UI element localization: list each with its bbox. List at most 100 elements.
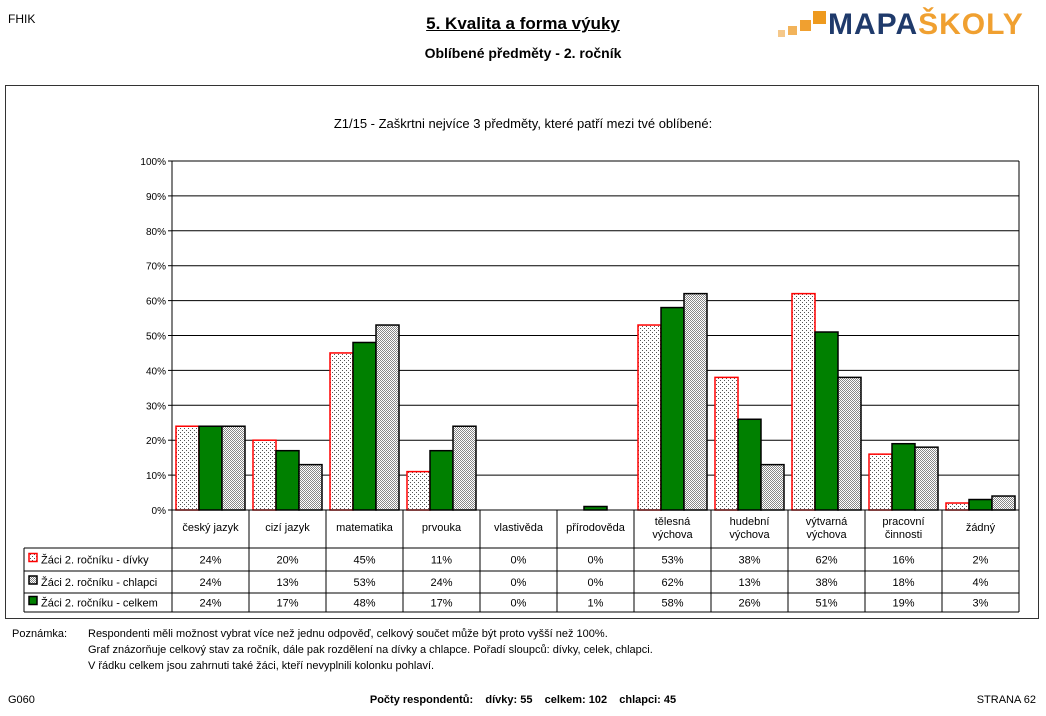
data-label: 0% — [511, 555, 527, 567]
category-label: výchova — [806, 529, 847, 541]
legend-swatch — [28, 575, 38, 585]
category-label: tělesná — [655, 516, 691, 528]
chart-title: Z1/15 - Zaškrtni nejvíce 3 předměty, kte… — [334, 116, 712, 131]
bar — [406, 470, 431, 511]
data-label: 51% — [815, 598, 837, 610]
bar — [429, 449, 454, 511]
data-label: 38% — [815, 577, 837, 589]
bar — [583, 505, 608, 511]
note-line-1: Respondenti měli možnost vybrat více než… — [88, 628, 608, 640]
page-number: STRANA 62 — [976, 694, 1036, 706]
data-label: 19% — [892, 598, 914, 610]
y-tick-label: 10% — [146, 471, 166, 482]
category-label: přírodověda — [566, 522, 626, 534]
bar — [760, 463, 785, 511]
data-label: 4% — [973, 577, 989, 589]
bar — [814, 331, 839, 511]
bar — [452, 425, 477, 511]
data-label: 62% — [661, 577, 683, 589]
data-label: 24% — [199, 577, 221, 589]
category-label: žádný — [966, 522, 996, 534]
note-line-3: V řádku celkem jsou zahrnuti také žáci, … — [88, 660, 435, 672]
y-tick-label: 100% — [140, 157, 166, 168]
data-label: 2% — [973, 555, 989, 567]
data-label: 0% — [588, 555, 604, 567]
bar — [375, 324, 400, 511]
y-axis: 0% 10% 20% 30% 40% 50% 60% 70% 80% 90% 100% — [140, 157, 1020, 517]
legend-entry: Žáci 2. ročníku - celkem — [41, 597, 158, 610]
data-label: 0% — [511, 598, 527, 610]
data-label: 26% — [738, 598, 760, 610]
bar — [914, 446, 939, 511]
data-label: 38% — [738, 555, 760, 567]
data-label: 53% — [661, 555, 683, 567]
bar — [252, 439, 277, 511]
bar — [352, 341, 377, 511]
note-label: Poznámka: — [12, 628, 68, 640]
data-label: 58% — [661, 598, 683, 610]
data-label: 0% — [511, 577, 527, 589]
y-tick-label: 0% — [152, 506, 167, 517]
bar — [683, 292, 708, 511]
data-label: 24% — [430, 577, 452, 589]
category-label: cizí jazyk — [265, 522, 310, 534]
category-label: činnosti — [885, 529, 922, 541]
data-label: 1% — [588, 598, 604, 610]
bar — [891, 442, 916, 511]
bar — [968, 498, 993, 511]
category-label: matematika — [336, 522, 394, 534]
report-code: FHIK — [8, 12, 36, 26]
legend-swatch — [28, 595, 38, 606]
bar — [275, 449, 300, 511]
y-tick-label: 60% — [146, 297, 166, 308]
note-line-2: Graf znázorňuje celkový stav za ročník, … — [88, 644, 653, 656]
data-label: 53% — [353, 577, 375, 589]
data-label: 13% — [738, 577, 760, 589]
legend-swatch — [28, 552, 38, 563]
bar — [660, 306, 685, 511]
data-label: 24% — [199, 598, 221, 610]
gridlines — [172, 160, 1019, 511]
respondent-counts: Počty respondentů: dívky: 55 celkem: 102… — [369, 694, 677, 706]
y-tick-label: 30% — [146, 401, 166, 412]
mapaskoly-logo: MAPAŠKOLY — [776, 8, 1036, 42]
data-label: 48% — [353, 598, 375, 610]
logo-squares-icon — [778, 11, 826, 37]
bar — [945, 502, 970, 511]
page-subtitle: Oblíbené předměty - 2. ročník — [424, 45, 622, 61]
bar — [991, 495, 1016, 511]
bar — [868, 453, 893, 511]
legend-entry: Žáci 2. ročníku - dívky — [41, 554, 149, 567]
bar — [714, 376, 739, 511]
bar — [198, 425, 223, 511]
y-tick-label: 80% — [146, 227, 166, 238]
y-tick-label: 70% — [146, 262, 166, 273]
data-label: 18% — [892, 577, 914, 589]
data-label: 62% — [815, 555, 837, 567]
data-label: 3% — [973, 598, 989, 610]
data-label: 17% — [276, 598, 298, 610]
bar — [329, 352, 354, 511]
legend-entry: Žáci 2. ročníku - chlapci — [41, 576, 157, 589]
category-label: vlastivěda — [494, 522, 544, 534]
category-label: pracovní — [882, 516, 924, 528]
y-tick-label: 90% — [146, 192, 166, 203]
category-label: výchova — [729, 529, 770, 541]
bar — [791, 292, 816, 511]
category-label: hudební — [730, 516, 770, 528]
category-label: prvouka — [422, 522, 462, 534]
category-label: výtvarná — [806, 516, 848, 528]
bar — [175, 425, 200, 511]
data-label: 13% — [276, 577, 298, 589]
data-label: 16% — [892, 555, 914, 567]
data-label: 17% — [430, 598, 452, 610]
data-label: 24% — [199, 555, 221, 567]
category-label: výchova — [652, 529, 693, 541]
category-label: český jazyk — [182, 522, 239, 534]
logo-wordmark: MAPAŠKOLY — [828, 8, 1024, 41]
bar — [837, 376, 862, 511]
y-tick-label: 20% — [146, 436, 166, 447]
data-label: 11% — [431, 555, 452, 567]
chart-frame — [5, 85, 1039, 619]
